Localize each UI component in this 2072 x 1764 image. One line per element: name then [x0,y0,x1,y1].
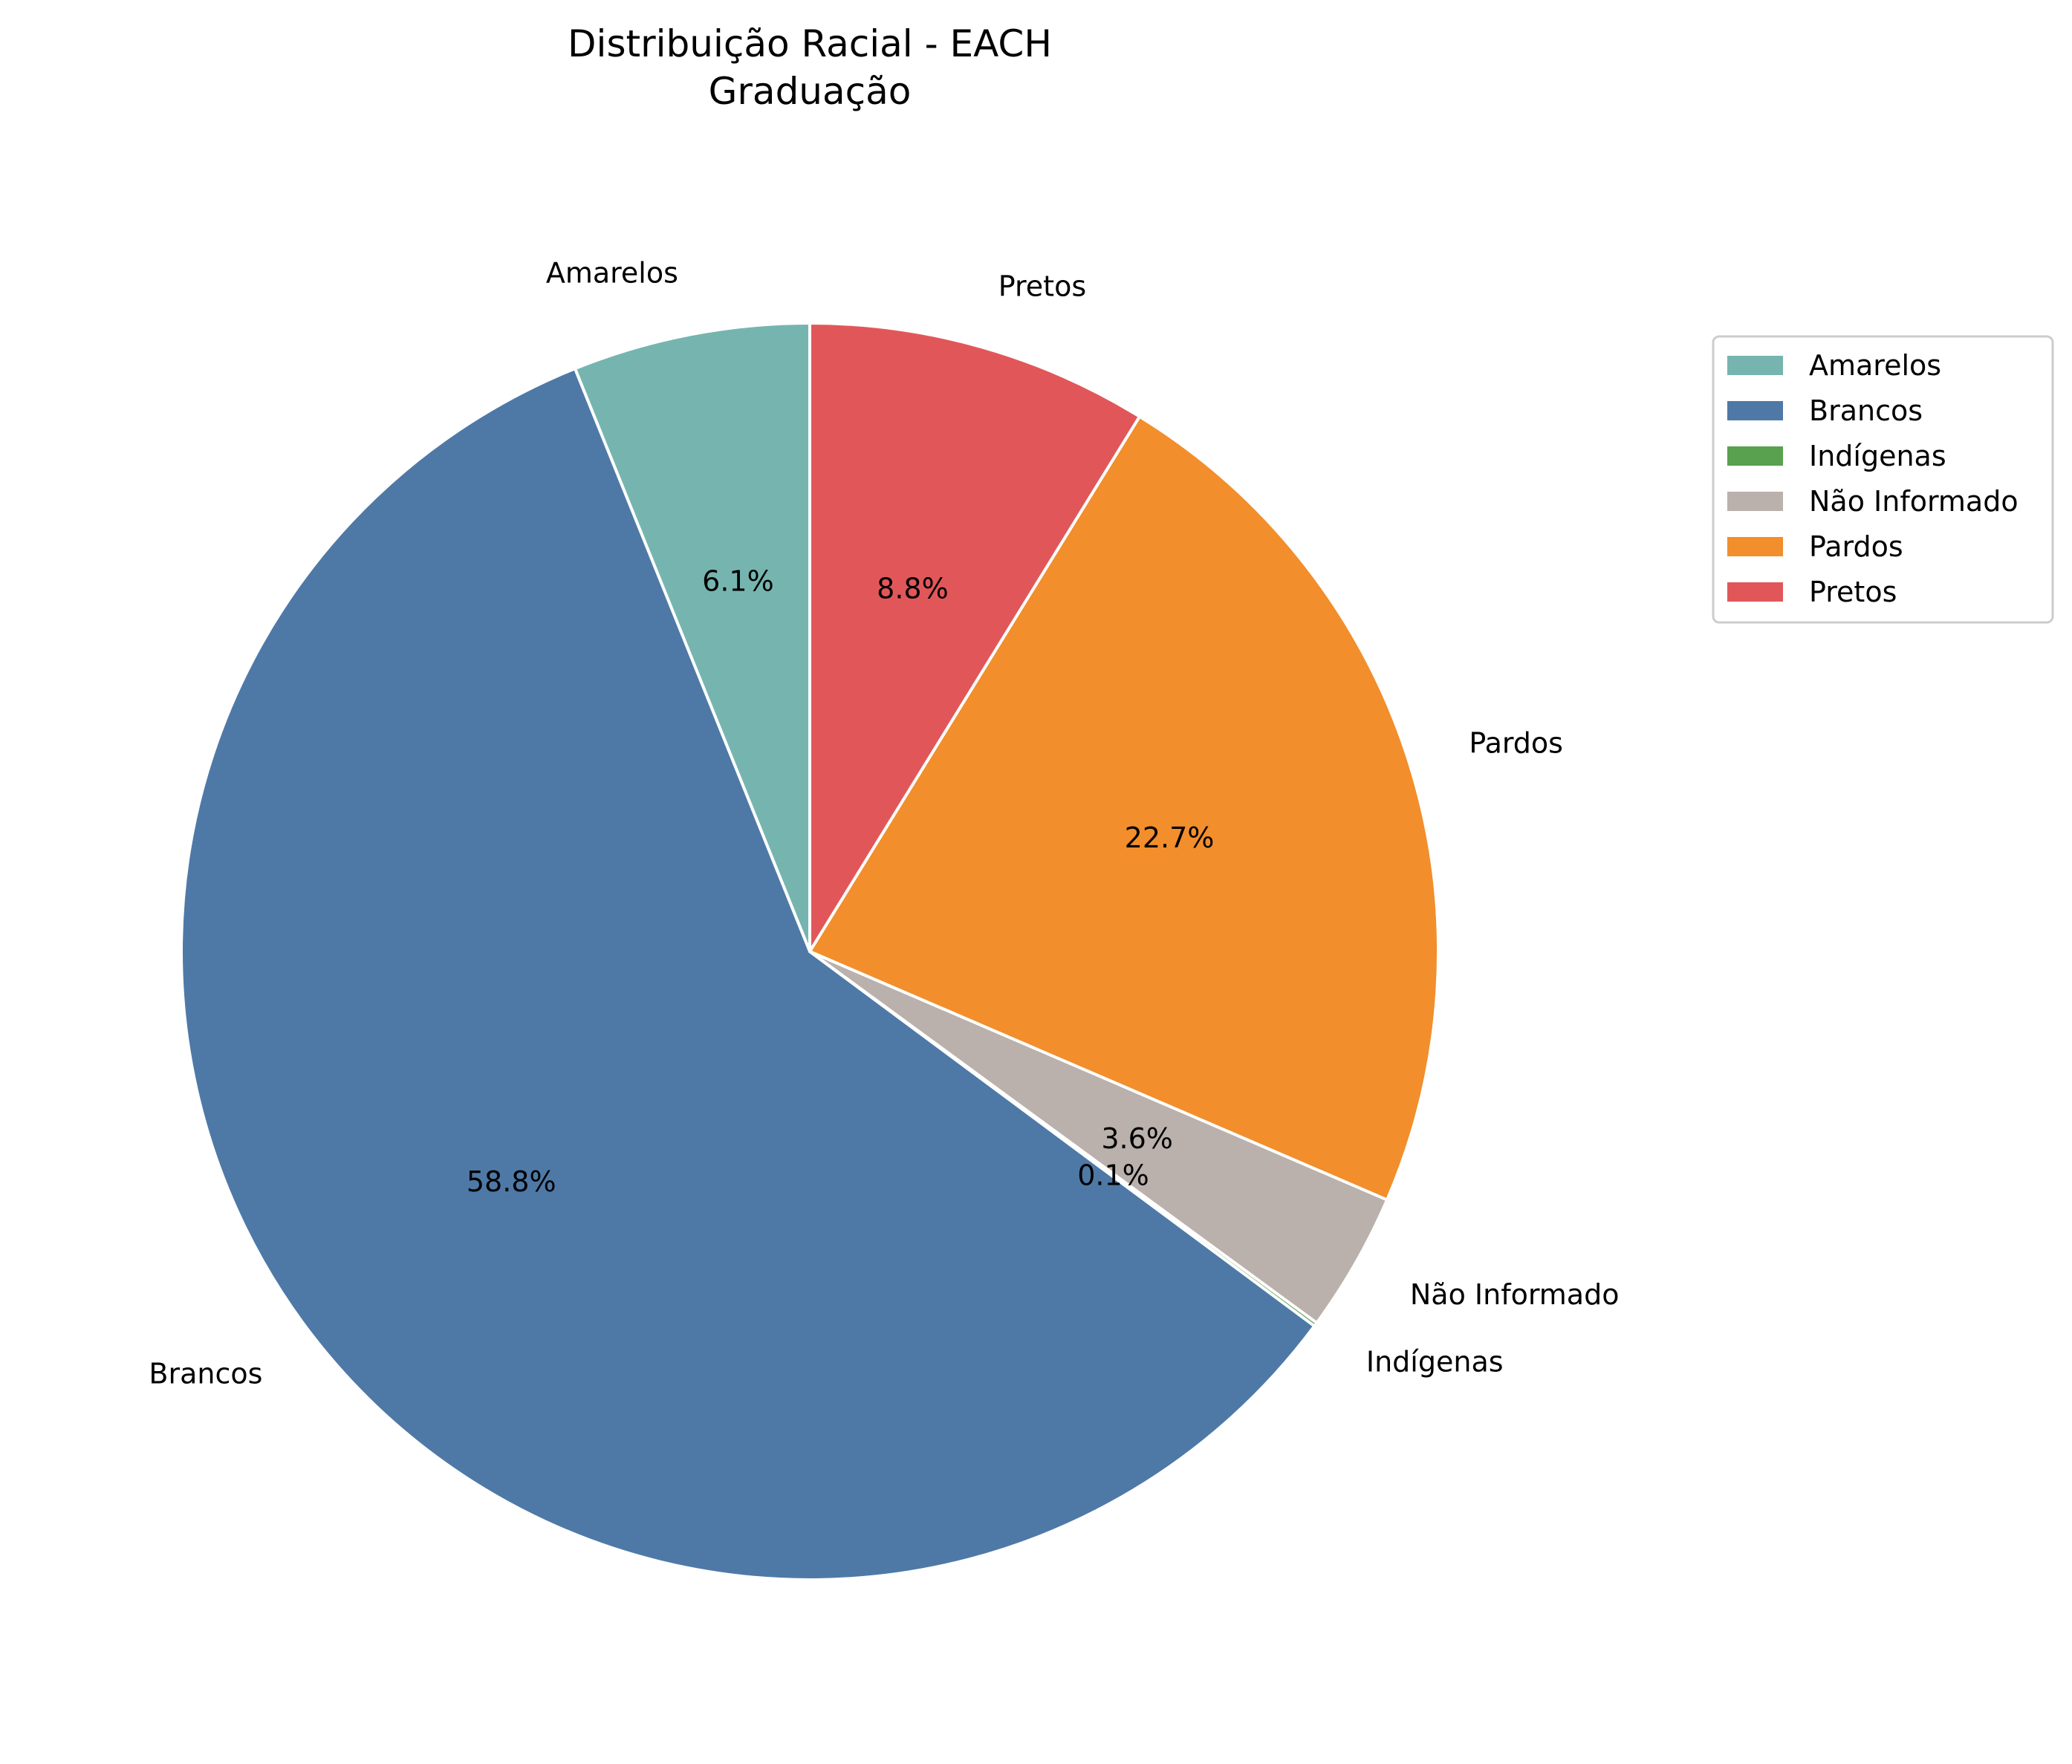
legend-item-brancos: Brancos [1727,394,1923,427]
legend-label-pretos: Pretos [1809,576,1897,608]
legend-swatch-pretos [1727,582,1783,602]
legend: Amarelos Brancos Indígenas Não Informado Par… [1712,335,2054,624]
legend-label-indigenas: Indígenas [1809,440,1946,472]
chart-title: Distribuição Racial - EACH [568,22,1052,65]
pie-outer-labels: Amarelos Brancos Indígenas Não Informado Par… [149,256,1619,1390]
pie-label-amarelos: Amarelos [546,256,678,289]
pie-slice-pretos [808,322,1141,953]
legend-item-nao-informado: Não Informado [1727,485,2019,518]
legend-label-pardos: Pardos [1809,530,1903,563]
legend-swatch-nao-informado [1727,492,1783,511]
pie-percent-label-indigenas: 0.1% [1077,1159,1149,1191]
legend-label-nao-informado: Não Informado [1809,485,2019,518]
pie-percent-label-pretos: 8.8% [877,573,949,605]
pie-label-nao-informado: Não Informado [1410,1278,1620,1311]
pie-percent-label-nao-informado: 3.6% [1101,1122,1173,1155]
pie-label-brancos: Brancos [149,1358,262,1390]
legend-swatch-brancos [1727,401,1783,420]
pie-percent-label-pardos: 22.7% [1125,821,1215,854]
legend-swatch-amarelos [1727,356,1783,375]
legend-item-amarelos: Amarelos [1727,349,1941,382]
legend-item-indigenas: Indígenas [1727,440,1946,472]
legend-item-pretos: Pretos [1727,576,1897,608]
pie-label-pardos: Pardos [1469,727,1563,760]
legend-swatch-pardos [1727,537,1783,556]
pie-slice-brancos [180,367,1316,1581]
pie-slice-amarelos [573,322,811,953]
pie-percent-label-amarelos: 6.1% [702,565,774,598]
legend-item-pardos: Pardos [1727,530,1903,563]
legend-items: Amarelos Brancos Indígenas Não Informado Par… [1727,349,2019,608]
pie-percent-labels: 6.1% 58.8% 0.1% 3.6% 22.7% 8.8% [467,565,1215,1199]
legend-frame [1712,335,2054,624]
legend-label-brancos: Brancos [1809,394,1923,427]
pie-slices [180,322,1440,1581]
legend-swatch-indigenas [1727,446,1783,466]
chart-title-group: Distribuição Racial - EACH Graduação [568,22,1052,113]
pie-label-pretos: Pretos [998,270,1086,303]
pie-percent-label-brancos: 58.8% [467,1165,556,1198]
chart-subtitle: Graduação [709,70,912,113]
pie-label-indigenas: Indígenas [1366,1345,1504,1378]
pie-slice-pardos [808,414,1440,1202]
legend-label-amarelos: Amarelos [1809,349,1941,382]
